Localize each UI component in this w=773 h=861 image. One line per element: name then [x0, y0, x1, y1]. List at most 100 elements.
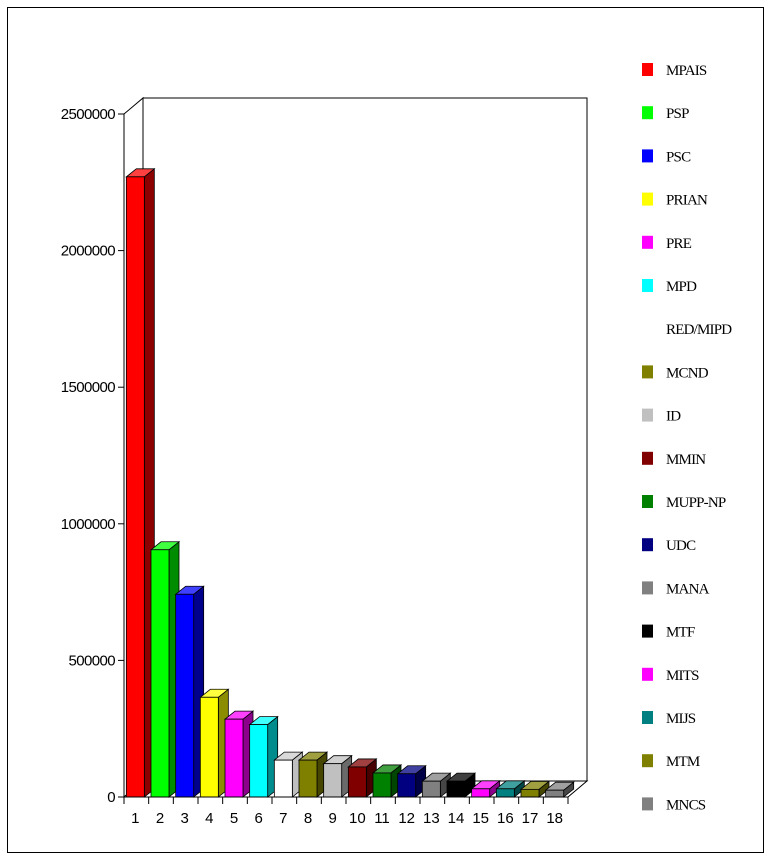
legend-label: MNCS: [666, 797, 706, 813]
legend-item: MPD: [642, 279, 698, 295]
x-tick-label: 10: [349, 810, 366, 827]
x-tick-label: 9: [328, 810, 336, 827]
legend-swatch: [642, 279, 653, 292]
legend-item: MTM: [642, 754, 701, 770]
legend-item: MPAIS: [642, 63, 708, 79]
x-tick-label: 15: [472, 810, 489, 827]
y-tick-label: 2000000: [61, 243, 115, 260]
legend-swatch: [642, 711, 653, 724]
legend-swatch: [642, 408, 653, 422]
legend-swatch: [642, 667, 653, 681]
legend-label: PSC: [666, 149, 691, 165]
legend-label: PRE: [666, 236, 692, 252]
bar-1: [125, 168, 156, 798]
bar-3: [174, 585, 205, 798]
legend-swatch: [642, 365, 653, 379]
legend-item: RED/MIPD: [642, 322, 733, 338]
x-tick-label: 16: [497, 810, 514, 827]
legend-item: PRIAN: [642, 192, 709, 209]
bar-front: [125, 176, 145, 798]
legend-swatch: [642, 495, 653, 508]
bar-front: [397, 773, 417, 798]
bar-front: [199, 696, 219, 798]
legend-item: MIJS: [642, 711, 697, 727]
y-tick-label: 0: [107, 789, 115, 806]
bar-front: [298, 759, 318, 798]
legend-label: MUPP-NP: [666, 495, 726, 511]
x-tick-label: 2: [156, 810, 164, 827]
x-tick-label: 5: [230, 810, 238, 827]
x-tick-label: 6: [254, 810, 262, 827]
bar-7: [273, 751, 304, 798]
bar-15: [470, 779, 501, 798]
x-tick-label: 14: [448, 810, 465, 827]
legend-label: MCND: [666, 365, 709, 381]
bar-front: [323, 763, 343, 798]
x-tick-label: 8: [304, 810, 312, 827]
bar-front: [446, 780, 466, 798]
bar-front: [273, 759, 293, 798]
legend-label: MANA: [666, 581, 710, 597]
legend-label: RED/MIPD: [666, 322, 732, 338]
legend-swatch: [642, 797, 653, 811]
y-tick-label: 1000000: [61, 516, 115, 533]
legend-swatch: [642, 63, 653, 76]
x-tick-label: 7: [279, 810, 287, 827]
bar-5: [223, 710, 255, 798]
y-tick-label: 500000: [69, 652, 116, 669]
bar-4: [199, 688, 230, 798]
legend-swatch: [642, 581, 653, 595]
bar-front: [421, 780, 441, 798]
bar-front: [175, 593, 195, 798]
bar-10: [347, 758, 378, 798]
legend-item: PSP: [642, 106, 690, 122]
bar-front: [150, 549, 170, 798]
legend-label: MTM: [666, 754, 700, 770]
legend-swatch: [642, 106, 653, 120]
legend: MPAIS PSP PSC PRIAN PRE MPD RED/MIPD MCND ID MMIN…: [642, 63, 733, 813]
legend-swatch: [642, 538, 653, 552]
legend-label: PRIAN: [666, 193, 708, 209]
back-wall: [142, 97, 588, 782]
bar-front: [545, 789, 565, 798]
legend-label: MITS: [666, 668, 699, 684]
x-tick-label: 17: [522, 810, 539, 827]
legend-label: MPAIS: [666, 63, 707, 79]
legend-swatch: [642, 235, 653, 249]
x-tick-label: 1: [131, 810, 139, 827]
bar-6: [248, 715, 279, 798]
x-tick-label: 12: [398, 810, 415, 827]
bar-front: [224, 718, 244, 798]
bar-front: [249, 724, 269, 798]
legend-swatch: [642, 149, 653, 163]
legend-swatch: [642, 624, 653, 638]
bar-front: [520, 788, 540, 798]
bars: [125, 168, 575, 798]
bar-front: [471, 788, 491, 798]
legend-label: PSP: [666, 106, 689, 122]
bar-front: [372, 772, 392, 798]
legend-swatch: [642, 754, 653, 768]
y-tick-label: 2500000: [61, 106, 115, 123]
x-tick-label: 11: [374, 810, 390, 827]
bar-2: [149, 540, 181, 798]
legend-item: MUPP-NP: [642, 495, 727, 511]
x-tick-label: 4: [205, 810, 213, 827]
legend-item: MCND: [642, 365, 710, 381]
bar-front: [347, 766, 367, 798]
legend-item: MMIN: [642, 451, 707, 468]
legend-label: MPD: [666, 279, 697, 295]
legend-label: UDC: [666, 538, 696, 554]
legend-swatch: [642, 192, 653, 206]
legend-label: ID: [666, 409, 681, 425]
legend-item: MITS: [642, 667, 700, 684]
x-tick-label: 3: [180, 810, 188, 827]
legend-swatch: [642, 322, 653, 336]
legend-label: MTF: [666, 625, 695, 641]
y-axis: 0 500000 1000000 1500000 2000000 2500000: [61, 106, 125, 806]
legend-item: PSC: [642, 149, 692, 165]
legend-item: PRE: [642, 235, 693, 252]
legend-item: MANA: [642, 581, 710, 597]
bar-11: [371, 764, 403, 798]
